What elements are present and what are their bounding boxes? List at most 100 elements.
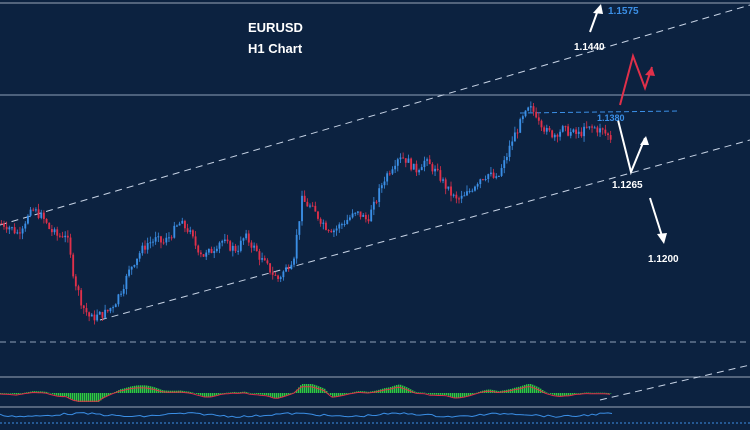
histogram-bar bbox=[310, 384, 312, 393]
candle-body bbox=[468, 190, 471, 192]
candle-body bbox=[19, 232, 21, 234]
candle-body bbox=[58, 235, 61, 237]
candle-body bbox=[596, 127, 599, 133]
histogram-bar bbox=[238, 392, 240, 393]
histogram-bar bbox=[198, 393, 200, 395]
candle-body bbox=[410, 158, 413, 170]
candle-body bbox=[609, 135, 612, 140]
candle-body bbox=[290, 264, 293, 270]
red-projection-path bbox=[619, 52, 653, 106]
candle-body bbox=[460, 195, 463, 199]
histogram-bar bbox=[346, 393, 348, 394]
symbol-title: EURUSD bbox=[248, 20, 303, 35]
histogram-bar bbox=[424, 392, 426, 394]
histogram-bar bbox=[150, 386, 152, 393]
candle-body bbox=[343, 223, 346, 225]
histogram-bar bbox=[450, 393, 452, 397]
histogram-bar bbox=[18, 393, 20, 394]
histogram-bar bbox=[80, 393, 82, 402]
candle-body bbox=[21, 228, 24, 234]
histogram-bar bbox=[362, 391, 364, 393]
candle-body bbox=[492, 172, 495, 178]
histogram-bar bbox=[426, 393, 428, 394]
histogram-bar bbox=[432, 393, 434, 395]
histogram-bar bbox=[422, 392, 424, 394]
candle-body bbox=[298, 221, 301, 235]
candle-body bbox=[537, 117, 540, 121]
histogram-bar bbox=[86, 393, 88, 402]
histogram-bar bbox=[574, 393, 576, 395]
histogram-bar bbox=[202, 393, 204, 396]
candle-body bbox=[532, 106, 535, 112]
histogram-bar bbox=[212, 393, 214, 397]
histogram-bar bbox=[66, 393, 68, 397]
histogram-bar bbox=[386, 387, 388, 393]
candle-body bbox=[173, 225, 176, 238]
candle-body bbox=[269, 263, 272, 273]
histogram-bar bbox=[92, 393, 94, 402]
candle-body bbox=[548, 128, 551, 131]
level-label-1200: 1.1200 bbox=[648, 254, 679, 265]
candle-body bbox=[205, 252, 208, 257]
histogram-bar bbox=[26, 392, 28, 393]
candle-body bbox=[96, 314, 99, 321]
histogram-bar bbox=[62, 393, 64, 397]
candle-body bbox=[176, 225, 178, 227]
candle-body bbox=[412, 163, 415, 170]
histogram-bar bbox=[566, 393, 568, 396]
candle-body bbox=[402, 157, 405, 159]
candle-body bbox=[88, 312, 91, 317]
histogram-bar bbox=[36, 391, 38, 393]
histogram-bar bbox=[336, 393, 338, 397]
candle-body bbox=[484, 179, 487, 181]
histogram-bar bbox=[584, 392, 586, 394]
candle-body bbox=[218, 242, 221, 249]
candle-body bbox=[226, 239, 229, 242]
histogram-bar bbox=[524, 384, 526, 393]
histogram-bar bbox=[448, 393, 450, 396]
candle-body bbox=[479, 179, 482, 185]
candle-body bbox=[40, 212, 43, 218]
candle-body bbox=[247, 233, 250, 243]
histogram-bar bbox=[8, 393, 10, 394]
histogram-bar bbox=[308, 384, 310, 393]
candle-body bbox=[601, 128, 604, 130]
candle-body bbox=[93, 314, 96, 321]
histogram-bar bbox=[200, 393, 202, 396]
histogram-bar bbox=[28, 391, 30, 393]
candle-body bbox=[229, 241, 232, 251]
histogram-bar bbox=[610, 393, 612, 394]
candle-body bbox=[72, 254, 75, 277]
candle-body bbox=[450, 186, 452, 196]
histogram-bar bbox=[290, 393, 292, 394]
candle-body bbox=[271, 272, 274, 275]
histogram-bar bbox=[604, 392, 606, 394]
histogram-bar bbox=[550, 393, 552, 394]
histogram-bar bbox=[124, 388, 126, 393]
histogram-bar bbox=[414, 391, 416, 393]
candle-body bbox=[213, 251, 216, 254]
candle-body bbox=[354, 212, 357, 214]
histogram-bar bbox=[44, 391, 46, 393]
candle-body bbox=[277, 275, 279, 279]
histogram-bar bbox=[88, 393, 90, 402]
pivot-line bbox=[519, 110, 681, 114]
candle-body bbox=[194, 236, 197, 246]
white-down-arrow-head-icon bbox=[657, 233, 667, 244]
histogram-bar bbox=[146, 385, 148, 393]
histogram-bar bbox=[138, 385, 140, 393]
histogram-bar bbox=[458, 393, 460, 398]
candle-body bbox=[5, 226, 8, 230]
candle-body bbox=[569, 132, 572, 136]
candle-body bbox=[242, 238, 245, 241]
histogram-bar bbox=[400, 384, 402, 393]
histogram-bar bbox=[576, 393, 578, 394]
candle-body bbox=[125, 275, 128, 290]
candle-body bbox=[309, 205, 311, 207]
histogram-bar bbox=[76, 393, 78, 402]
candle-body bbox=[13, 227, 16, 234]
candle-body bbox=[319, 218, 322, 224]
histogram-bar bbox=[348, 393, 350, 394]
